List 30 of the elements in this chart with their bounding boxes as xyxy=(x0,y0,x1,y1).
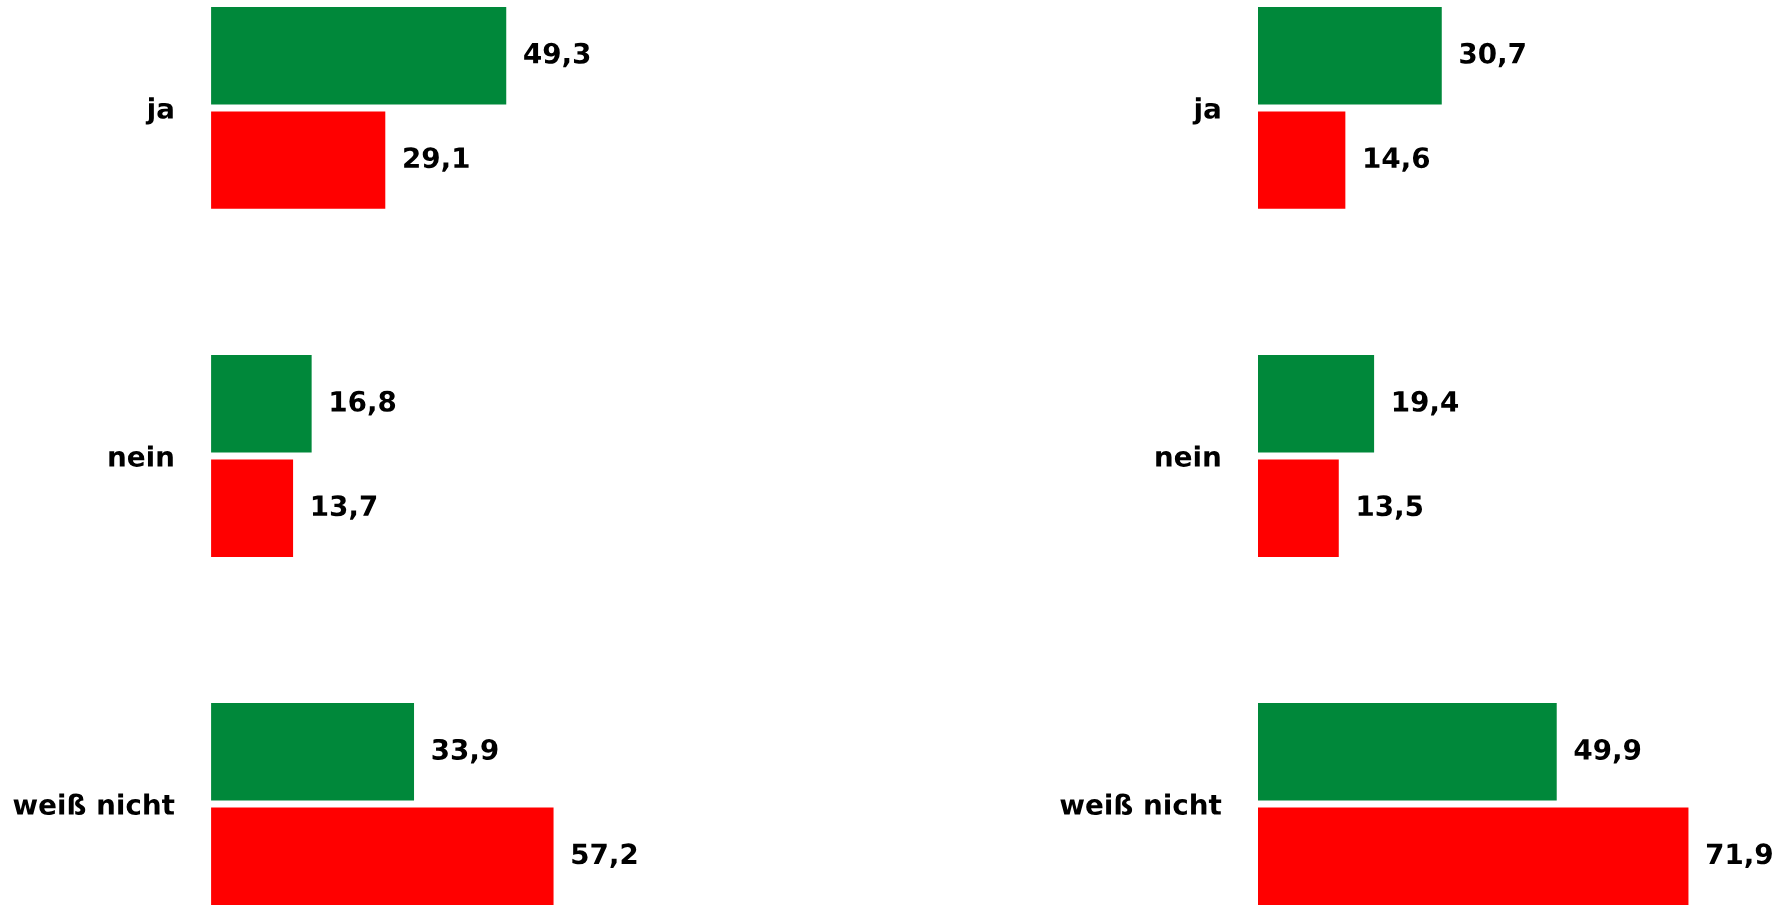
bar xyxy=(1257,111,1346,209)
data-label: 49,9 xyxy=(1574,738,1641,764)
data-label: 49,3 xyxy=(524,42,590,68)
data-label: 13,7 xyxy=(312,495,377,520)
data-label: 71,9 xyxy=(1706,843,1772,868)
bar xyxy=(1257,703,1557,801)
bar xyxy=(1257,6,1442,105)
data-label: 33,9 xyxy=(432,738,498,764)
data-label: 19,4 xyxy=(1393,390,1459,416)
data-label: 57,2 xyxy=(572,843,637,868)
bar xyxy=(1257,459,1339,557)
data-label: 14,6 xyxy=(1365,147,1430,172)
data-label: 16,8 xyxy=(331,390,396,416)
bar xyxy=(211,807,554,905)
bar xyxy=(211,111,386,209)
bar xyxy=(211,355,312,453)
y-tick-label: ja xyxy=(1192,97,1220,125)
data-label: 13,5 xyxy=(1358,495,1423,520)
y-tick-label: nein xyxy=(109,445,173,467)
y-tick-label: weiß nicht xyxy=(13,793,175,816)
bar xyxy=(1257,355,1375,453)
y-tick-label: nein xyxy=(1156,445,1220,467)
data-label: 30,7 xyxy=(1460,42,1525,68)
bar xyxy=(1257,807,1689,905)
bar xyxy=(211,459,294,557)
y-tick-label: weiß nicht xyxy=(1060,793,1222,816)
data-label: 29,1 xyxy=(404,147,469,172)
y-tick-label: ja xyxy=(145,97,173,125)
bar xyxy=(211,703,415,801)
bar xyxy=(211,6,507,105)
